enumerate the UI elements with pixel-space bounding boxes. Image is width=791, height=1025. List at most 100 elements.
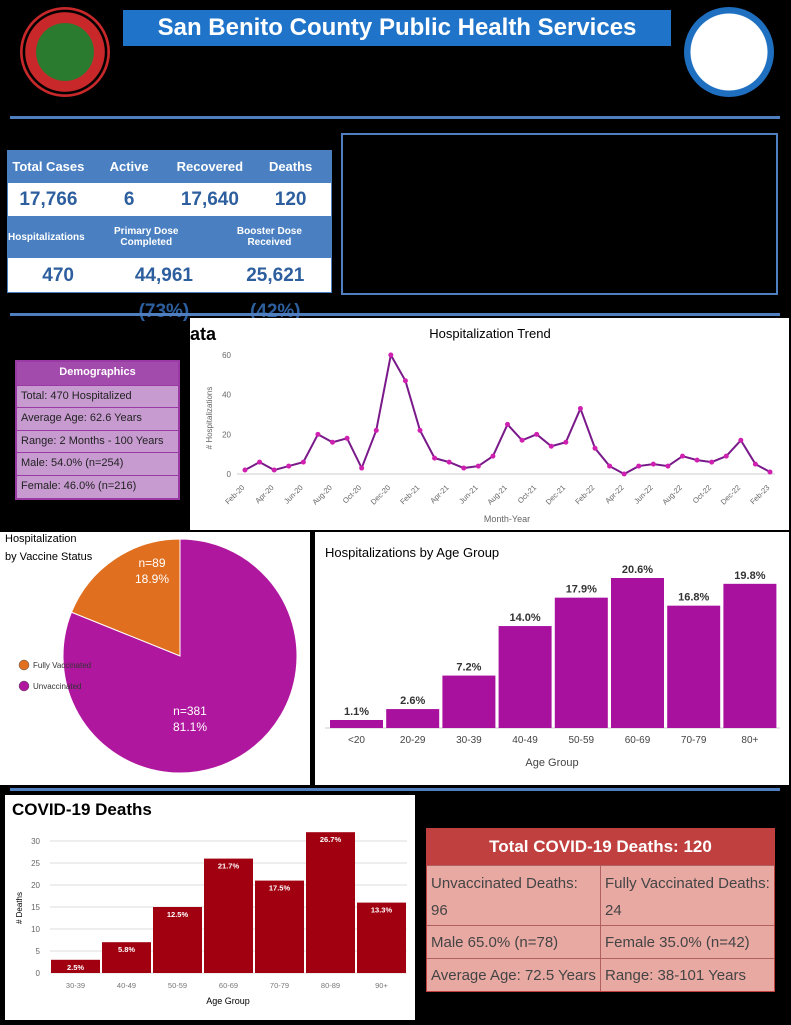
data-point [709, 459, 715, 465]
trend-panel: ata Hospitalization Trend 0 20 40 60 # Hospit… [190, 318, 789, 530]
bar-label: 17.5% [269, 884, 291, 893]
x-tick-label: 20-29 [400, 735, 426, 746]
bar-label: 26.7% [320, 835, 342, 844]
data-point [519, 437, 525, 443]
header-booster-dose: Booster Dose Received [236, 226, 302, 248]
data-point [723, 453, 729, 459]
recovered-value: 17,640 [180, 189, 239, 210]
data-point [315, 431, 321, 437]
age-range: Range: 38-101 Years [600, 959, 774, 991]
demographics-item: Range: 2 Months - 100 Years [17, 429, 178, 453]
bar [153, 907, 202, 973]
y-tick-label: 15 [31, 903, 40, 912]
data-point [286, 463, 292, 469]
slice-count: n=381 [173, 704, 207, 718]
data-point [665, 463, 671, 469]
data-point [563, 439, 569, 445]
demographics-box: Demographics Total: 470 Hospitalized Ave… [15, 360, 180, 500]
x-tick-label: 50-59 [569, 735, 595, 746]
x-tick-label: Feb-21 [398, 483, 421, 506]
bar-label: 19.8% [734, 570, 765, 582]
x-tick-label: Dec-21 [544, 483, 567, 506]
legend-swatch [18, 659, 30, 671]
booster-dose-value: 25,621 (42%) [246, 265, 305, 322]
bar [442, 675, 496, 728]
y-tick-label: 10 [31, 925, 40, 934]
x-tick-label: Feb-23 [748, 483, 771, 506]
legend-label: Unvaccinated [33, 682, 81, 691]
y-tick-label: 0 [36, 969, 41, 978]
deaths-summary-table: Total COVID-19 Deaths: 120 Unvaccinated … [426, 828, 775, 992]
slice-count: n=89 [138, 556, 165, 570]
vaccine-pie-panel: Hospitalization by Vaccine Status n=89 18.9… [0, 532, 310, 785]
y-tick-label: 40 [222, 391, 231, 400]
data-point [490, 453, 496, 459]
x-tick-label: Feb-22 [573, 483, 596, 506]
bar [357, 902, 406, 973]
data-point [505, 421, 510, 427]
age-group-bar-chart: Hospitalizations by Age Group 1.1% <20 2.6%… [325, 545, 780, 769]
section-title-fragment: ata [190, 324, 217, 344]
bar-label: 13.3% [371, 906, 393, 915]
x-tick-label: Oct-21 [516, 483, 538, 505]
x-tick-label: Jun-20 [282, 483, 305, 506]
data-point [680, 453, 685, 459]
x-tick-label: 30-39 [456, 735, 482, 746]
county-seal-logo [20, 7, 110, 97]
demographics-item: Total: 470 Hospitalized [17, 384, 178, 408]
total-cases-value: 17,766 [19, 189, 78, 210]
y-tick-label: 25 [31, 859, 40, 868]
bar [204, 858, 253, 973]
data-point [344, 435, 350, 441]
female-deaths: Female 35.0% (n=42) [600, 926, 774, 958]
bar [330, 719, 383, 728]
male-deaths: Male 65.0% (n=78) [431, 934, 559, 951]
data-point [257, 459, 263, 465]
bar-label: 5.8% [118, 945, 135, 954]
data-point [359, 465, 365, 471]
public-health-logo [684, 7, 774, 97]
bar-label: 21.7% [218, 862, 240, 871]
data-point [621, 471, 627, 477]
chart-title: Hospitalizations by Age Group [325, 545, 499, 560]
x-tick-label: Oct-22 [691, 483, 713, 505]
data-point [752, 461, 758, 467]
demographics-item: Female: 46.0% (n=216) [17, 474, 178, 498]
bar-label: 2.5% [67, 963, 84, 972]
bar-label: 16.8% [678, 592, 709, 604]
data-point [650, 461, 656, 467]
demographics-title: Demographics [17, 362, 178, 385]
x-tick-label: 60-69 [625, 735, 651, 746]
x-tick-label: Dec-22 [719, 483, 742, 506]
bar [51, 959, 100, 973]
y-axis-label: # Hospitalizations [205, 387, 214, 450]
data-point [417, 427, 423, 433]
data-point [592, 445, 598, 451]
x-tick-label: 80+ [741, 735, 758, 746]
bar-label: 1.1% [344, 706, 369, 718]
data-point [636, 463, 642, 469]
x-tick-label: Aug-21 [485, 483, 508, 506]
deaths-value: 120 [274, 189, 307, 210]
slice-percent: 81.1% [173, 720, 207, 734]
data-point [767, 469, 773, 475]
unvaccinated-deaths: Unvaccinated Deaths: 96 [431, 875, 578, 919]
bar-label: 7.2% [456, 662, 481, 674]
header-hospitalizations: Hospitalizations [8, 231, 85, 243]
age-group-panel: Hospitalizations by Age Group 1.1% <20 2.6%… [315, 532, 789, 785]
y-tick-label: 0 [227, 470, 232, 479]
data-point [271, 467, 277, 473]
page-title: San Benito County Public Health Services [123, 10, 671, 46]
divider [10, 788, 780, 791]
x-tick-label: Dec-20 [369, 483, 392, 506]
data-point [330, 439, 335, 445]
empty-panel [341, 133, 778, 295]
header-primary-dose: Primary Dose Completed [114, 226, 179, 248]
hospitalization-trend-chart: Hospitalization Trend 0 20 40 60 # Hospitaliz… [205, 326, 775, 524]
covid-deaths-bar-chart: COVID-19 Deaths 0 5 10 15 20 25 30 # Deaths 2.5% 3… [12, 800, 407, 1006]
demographics-item: Average Age: 62.6 Years [17, 407, 178, 430]
x-tick-label: Apr-20 [253, 483, 275, 505]
y-tick-label: 5 [36, 947, 41, 956]
x-tick-label: 50-59 [168, 981, 187, 990]
divider [10, 313, 780, 316]
